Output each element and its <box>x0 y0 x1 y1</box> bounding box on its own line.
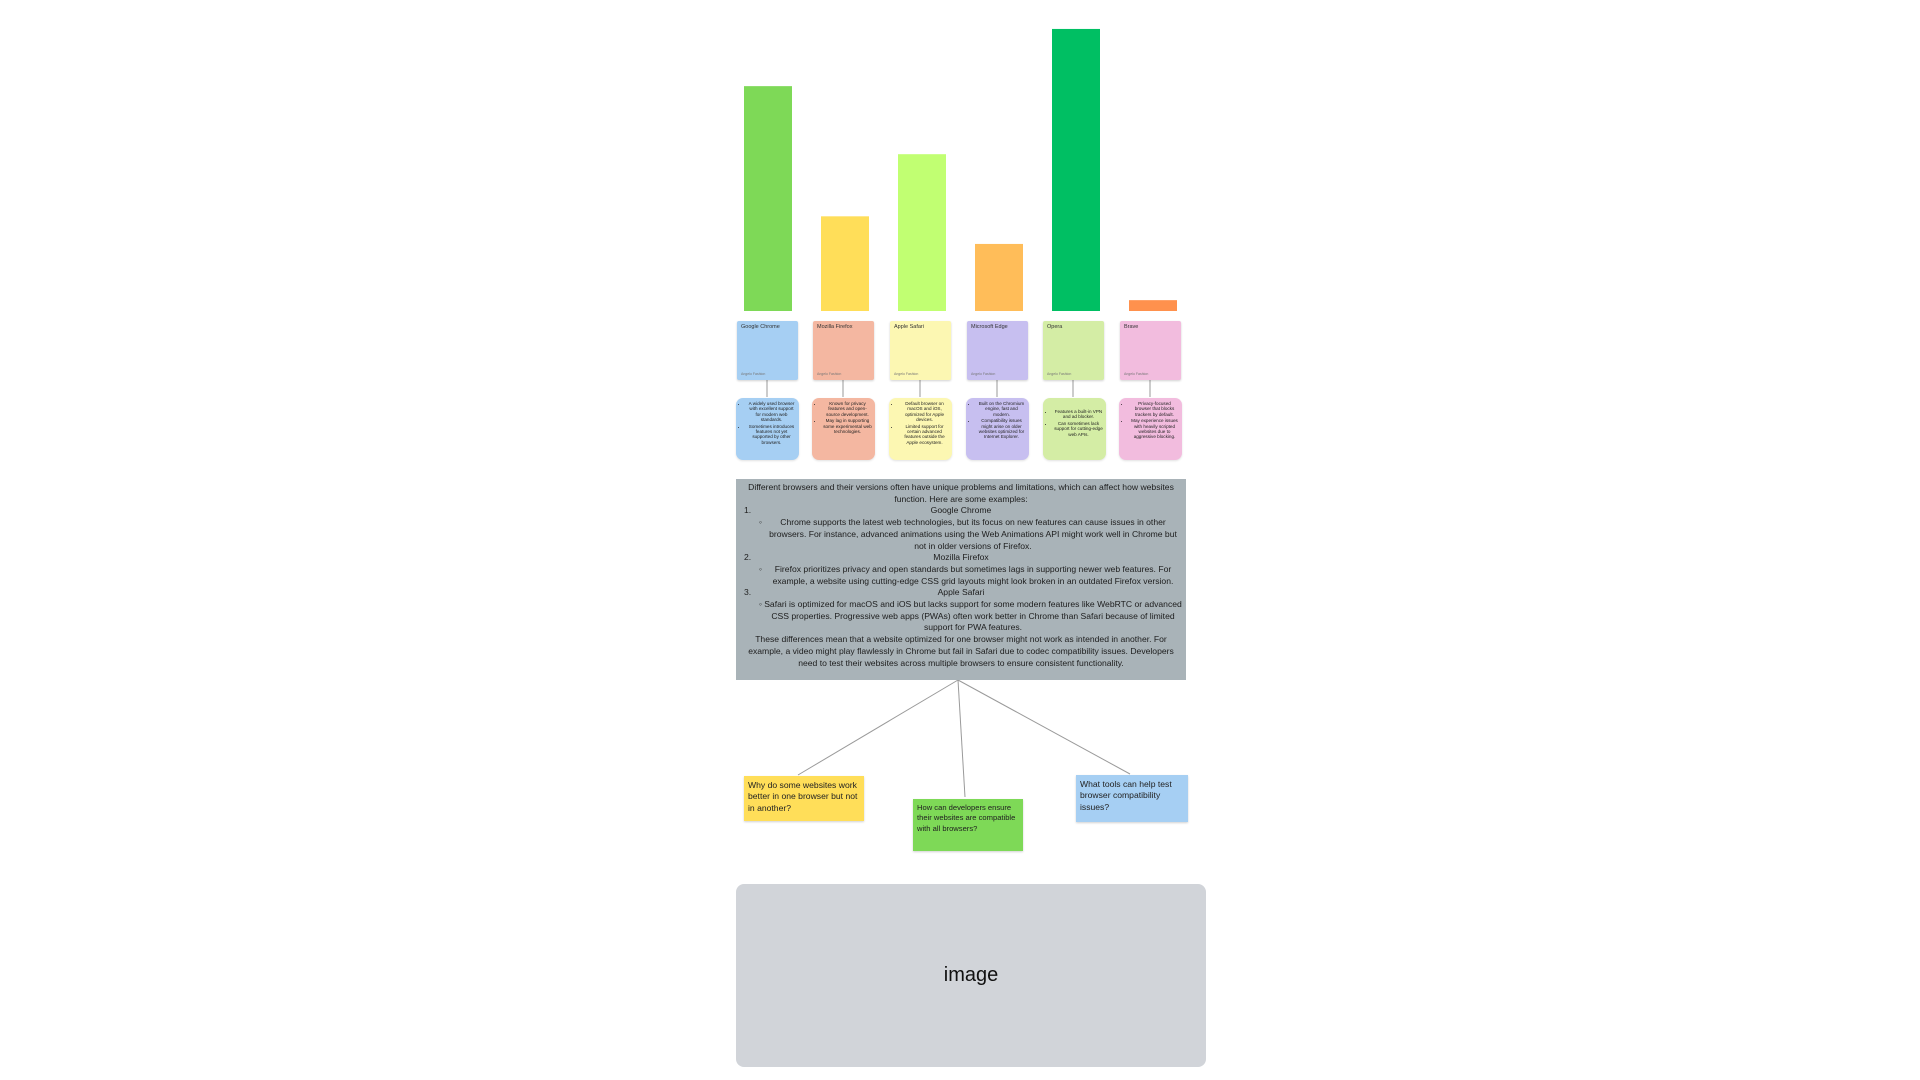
list-item: Default browser on macOS and iOS, optimi… <box>900 401 949 423</box>
item-title: Apple Safari <box>937 587 985 598</box>
sticky-author: Angelo Fashion <box>971 372 996 376</box>
description-card-safari[interactable]: Default browser on macOS and iOS, optimi… <box>889 398 952 460</box>
sticky-author: Angelo Fashion <box>1124 372 1149 376</box>
description-card-chrome[interactable]: A widely used browser with excellent sup… <box>736 398 799 460</box>
list-item: Compatibility issues might arise on olde… <box>977 418 1026 440</box>
item-detail: Safari is optimized for macOS and iOS bu… <box>759 599 1184 634</box>
item-number: 1. <box>744 505 752 516</box>
list-item: Privacy-focused browser that blocks trac… <box>1130 401 1179 417</box>
list-item: A widely used browser with excellent sup… <box>747 401 796 423</box>
sticky-title: Google Chrome <box>741 324 780 330</box>
list-item: Limited support for certain advanced fea… <box>900 424 949 446</box>
item-detail: Firefox prioritizes privacy and open sta… <box>759 564 1184 587</box>
sticky-note-opera[interactable]: Opera Angelo Fashion <box>1043 321 1104 380</box>
sticky-note-brave[interactable]: Brave Angelo Fashion <box>1120 321 1181 380</box>
sticky-note-edge[interactable]: Microsoft Edge Angelo Fashion <box>967 321 1028 380</box>
bar-apple-safari[interactable] <box>898 154 946 311</box>
question-text: Why do some websites work better in one … <box>748 780 858 813</box>
item-detail: Chrome supports the latest web technolog… <box>759 517 1184 552</box>
sticky-title: Brave <box>1124 324 1139 330</box>
list-item: May lag in supporting some experimental … <box>823 418 872 434</box>
bar-google-chrome[interactable] <box>744 86 792 311</box>
image-placeholder[interactable]: image <box>736 884 1206 1067</box>
outro-text: These differences mean that a website op… <box>748 634 1174 668</box>
sticky-note-safari[interactable]: Apple Safari Angelo Fashion <box>890 321 951 380</box>
image-placeholder-label: image <box>943 964 999 986</box>
sticky-author: Angelo Fashion <box>894 372 919 376</box>
sticky-note-firefox[interactable]: Mozilla Firefox Angelo Fashion <box>813 321 874 380</box>
description-card-firefox[interactable]: Known for privacy features and open-sour… <box>812 398 875 460</box>
browser-examples-list: 1. Google Chrome Chrome supports the lat… <box>738 505 1184 634</box>
list-item: Can sometimes lack support for cutting-e… <box>1054 421 1103 437</box>
item-title: Mozilla Firefox <box>933 552 989 563</box>
description-card-edge[interactable]: Built on the Chromium engine, fast and m… <box>966 398 1029 460</box>
sticky-title: Opera <box>1047 324 1063 330</box>
description-card-brave[interactable]: Privacy-focused browser that blocks trac… <box>1119 398 1182 460</box>
sticky-title: Mozilla Firefox <box>817 324 853 330</box>
intro-text: Different browsers and their versions of… <box>748 482 1174 504</box>
sticky-author: Angelo Fashion <box>1047 372 1072 376</box>
example-item-chrome: 1. Google Chrome Chrome supports the lat… <box>738 505 1184 552</box>
list-item: Known for privacy features and open-sour… <box>823 401 872 417</box>
sticky-author: Angelo Fashion <box>741 372 766 376</box>
bar-opera[interactable] <box>1052 28 1100 312</box>
bar-brave[interactable] <box>1129 300 1177 311</box>
question-text: What tools can help test browser compati… <box>1080 779 1172 812</box>
browser-differences-text[interactable]: Different browsers and their versions of… <box>736 479 1186 680</box>
example-item-safari: 3. Apple Safari Safari is optimized for … <box>738 587 1184 634</box>
list-item: Sometimes introduces features not yet su… <box>747 424 796 446</box>
description-card-opera[interactable]: Features a built-in VPN and ad blocker. … <box>1043 398 1106 460</box>
question-text: How can developers ensure their websites… <box>917 803 1016 833</box>
list-item: May experience issues with heavily scrip… <box>1130 418 1179 440</box>
list-item: Built on the Chromium engine, fast and m… <box>977 401 1026 417</box>
question-note-tools[interactable]: What tools can help test browser compati… <box>1076 775 1188 822</box>
question-note-why[interactable]: Why do some websites work better in one … <box>744 776 864 821</box>
list-item: Features a built-in VPN and ad blocker. <box>1054 409 1103 420</box>
sticky-note-chrome[interactable]: Google Chrome Angelo Fashion <box>737 321 798 380</box>
example-item-firefox: 2. Mozilla Firefox Firefox prioritizes p… <box>738 552 1184 587</box>
question-note-how[interactable]: How can developers ensure their websites… <box>913 799 1023 851</box>
item-number: 2. <box>744 552 752 563</box>
bar-mozilla-firefox[interactable] <box>821 216 869 311</box>
sticky-title: Apple Safari <box>894 324 924 330</box>
item-title: Google Chrome <box>930 505 992 516</box>
bar-microsoft-edge[interactable] <box>975 243 1023 311</box>
item-number: 3. <box>744 587 752 598</box>
sticky-author: Angelo Fashion <box>817 372 842 376</box>
sticky-title: Microsoft Edge <box>971 324 1008 330</box>
